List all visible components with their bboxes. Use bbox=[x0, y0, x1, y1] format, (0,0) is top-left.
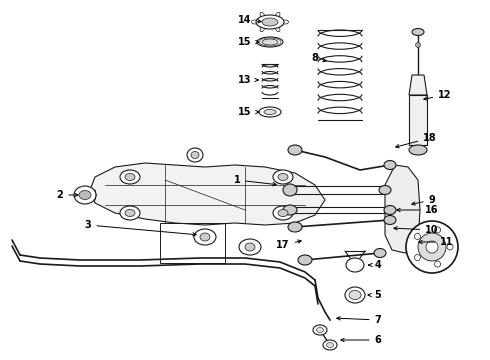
Ellipse shape bbox=[275, 12, 280, 19]
Ellipse shape bbox=[187, 148, 203, 162]
Text: 4: 4 bbox=[368, 260, 381, 270]
Ellipse shape bbox=[194, 229, 216, 245]
Ellipse shape bbox=[317, 328, 323, 333]
Text: 15: 15 bbox=[238, 37, 259, 47]
Polygon shape bbox=[385, 165, 420, 253]
Text: 6: 6 bbox=[341, 335, 381, 345]
Ellipse shape bbox=[125, 210, 135, 216]
Ellipse shape bbox=[323, 340, 337, 350]
Ellipse shape bbox=[256, 15, 284, 29]
Ellipse shape bbox=[281, 20, 289, 24]
Ellipse shape bbox=[273, 170, 293, 184]
Ellipse shape bbox=[415, 233, 420, 239]
Ellipse shape bbox=[435, 261, 441, 267]
Ellipse shape bbox=[264, 109, 276, 114]
Ellipse shape bbox=[191, 152, 199, 158]
Ellipse shape bbox=[275, 25, 280, 32]
Ellipse shape bbox=[379, 185, 391, 194]
Ellipse shape bbox=[384, 206, 396, 215]
Ellipse shape bbox=[409, 145, 427, 155]
Ellipse shape bbox=[326, 342, 334, 347]
Ellipse shape bbox=[120, 170, 140, 184]
Ellipse shape bbox=[374, 248, 386, 257]
Ellipse shape bbox=[262, 39, 278, 45]
Text: 14: 14 bbox=[238, 15, 261, 25]
Text: 5: 5 bbox=[368, 290, 381, 300]
Ellipse shape bbox=[288, 145, 302, 155]
Ellipse shape bbox=[257, 37, 283, 47]
Ellipse shape bbox=[415, 255, 420, 261]
Ellipse shape bbox=[313, 325, 327, 335]
Ellipse shape bbox=[349, 291, 361, 300]
Ellipse shape bbox=[278, 210, 288, 216]
Ellipse shape bbox=[245, 243, 255, 251]
Text: 11: 11 bbox=[419, 237, 454, 247]
Ellipse shape bbox=[125, 174, 135, 180]
Text: 9: 9 bbox=[412, 195, 436, 205]
Text: 12: 12 bbox=[424, 90, 452, 100]
Ellipse shape bbox=[406, 221, 458, 273]
Text: 18: 18 bbox=[396, 133, 437, 148]
Ellipse shape bbox=[262, 18, 278, 26]
Text: 15: 15 bbox=[238, 107, 259, 117]
Polygon shape bbox=[409, 75, 427, 95]
Text: 2: 2 bbox=[57, 190, 78, 200]
Ellipse shape bbox=[239, 239, 261, 255]
Ellipse shape bbox=[260, 25, 265, 32]
Ellipse shape bbox=[426, 241, 438, 253]
Text: 13: 13 bbox=[238, 75, 258, 85]
Ellipse shape bbox=[346, 258, 364, 272]
Text: 8: 8 bbox=[312, 53, 326, 63]
Text: 10: 10 bbox=[394, 225, 439, 235]
Ellipse shape bbox=[384, 216, 396, 225]
Ellipse shape bbox=[283, 184, 297, 196]
Ellipse shape bbox=[273, 206, 293, 220]
Ellipse shape bbox=[345, 287, 365, 303]
Text: 16: 16 bbox=[397, 205, 439, 215]
Ellipse shape bbox=[418, 233, 446, 261]
Ellipse shape bbox=[79, 190, 91, 199]
Ellipse shape bbox=[200, 233, 210, 241]
Ellipse shape bbox=[251, 20, 259, 24]
Ellipse shape bbox=[259, 107, 281, 117]
Ellipse shape bbox=[260, 12, 265, 19]
Ellipse shape bbox=[384, 161, 396, 170]
Ellipse shape bbox=[278, 174, 288, 180]
Polygon shape bbox=[409, 95, 427, 145]
Text: 7: 7 bbox=[337, 315, 381, 325]
Ellipse shape bbox=[288, 222, 302, 232]
Ellipse shape bbox=[435, 227, 441, 233]
Ellipse shape bbox=[412, 28, 424, 36]
Ellipse shape bbox=[74, 186, 96, 204]
Ellipse shape bbox=[298, 255, 312, 265]
Ellipse shape bbox=[120, 206, 140, 220]
Ellipse shape bbox=[283, 205, 297, 215]
Ellipse shape bbox=[416, 42, 420, 48]
Ellipse shape bbox=[447, 244, 453, 250]
Text: 1: 1 bbox=[234, 175, 276, 186]
Polygon shape bbox=[90, 163, 325, 225]
Text: 3: 3 bbox=[85, 220, 196, 236]
Text: 17: 17 bbox=[276, 240, 301, 250]
